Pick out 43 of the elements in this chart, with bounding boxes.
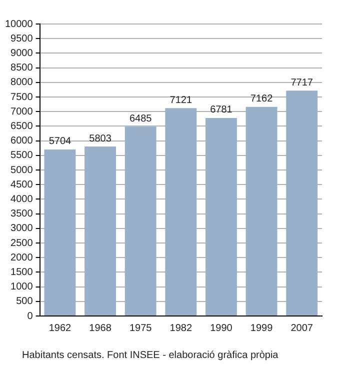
y-tick-label: 10000 [4, 18, 34, 30]
y-tick-label: 6500 [10, 120, 34, 132]
x-tick-label: 1975 [129, 322, 152, 334]
data-label: 5803 [89, 133, 112, 144]
text: Habitants censats. Font INSEE - elaboració gràfica pròpia [22, 350, 278, 361]
y-tick-label: 6000 [10, 136, 34, 147]
y-tick-label: 2000 [10, 252, 34, 264]
data-label: 7717 [290, 77, 314, 88]
data-label: 5704 [48, 136, 72, 148]
y-tick-label: 2500 [10, 238, 34, 249]
y-tick-label: 5500 [10, 150, 34, 162]
y-tick-label: 1000 [10, 282, 34, 293]
y-tick-label: 5000 [10, 164, 34, 176]
bar [205, 118, 237, 316]
bar [165, 108, 197, 316]
bar [124, 126, 156, 316]
y-tick-label: 3500 [10, 208, 34, 220]
x-tick-label: 1968 [89, 322, 112, 334]
bar [84, 146, 116, 316]
y-tick-label: 4000 [10, 194, 34, 205]
data-label: 6485 [129, 113, 152, 124]
data-label: 7121 [170, 94, 192, 106]
x-tick-label: 1982 [170, 322, 192, 334]
y-tick-label: 500 [16, 296, 34, 308]
x-tick-label: 1990 [210, 322, 233, 334]
bar [44, 149, 76, 316]
y-tick-label: 8000 [10, 77, 34, 88]
y-tick-label: 1500 [10, 266, 34, 278]
y-tick-label: 7000 [10, 106, 34, 118]
y-tick-label: 8500 [10, 62, 34, 74]
y-tick-label: 7500 [10, 92, 34, 103]
y-tick-label: 3000 [10, 223, 34, 234]
x-tick-label: 1999 [250, 322, 274, 334]
y-tick-label: 4500 [10, 179, 34, 190]
data-label: 7162 [250, 94, 274, 105]
y-tick-label: 0 [27, 310, 34, 322]
y-tick-label: 9000 [10, 48, 34, 59]
bar [246, 106, 278, 316]
x-tick-label: 2007 [290, 322, 314, 334]
bar [286, 90, 318, 316]
x-tick-label: 1962 [48, 322, 72, 334]
y-tick-label: 9500 [10, 33, 34, 44]
data-label: 6781 [210, 104, 233, 116]
